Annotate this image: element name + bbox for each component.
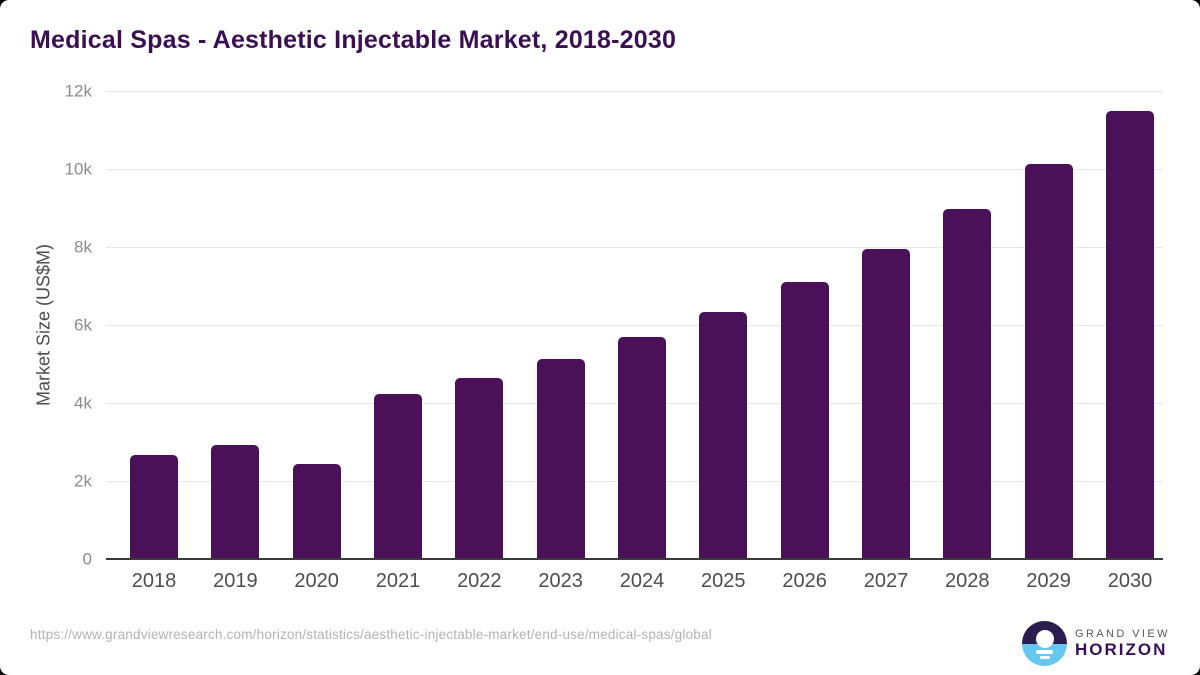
bar-2029[interactable] [1024, 164, 1073, 559]
logo-reflection-stripe [1039, 655, 1050, 659]
x-tick-label: 2021 [375, 570, 421, 592]
bar-2028[interactable] [943, 209, 992, 559]
bar-2027[interactable] [861, 248, 910, 559]
x-tick-label: 2018 [131, 570, 177, 592]
logo-sea-half [1022, 643, 1067, 666]
source-url: https://www.grandviewresearch.com/horizo… [30, 627, 712, 642]
x-tick-label: 2029 [1026, 570, 1071, 592]
chart-title: Medical Spas - Aesthetic Injectable Mark… [30, 26, 677, 54]
gridline [106, 247, 1163, 248]
horizon-sun-icon [1022, 621, 1067, 666]
x-tick-label: 2028 [945, 570, 990, 592]
bar-2021[interactable] [373, 394, 422, 559]
logo-brand-name: GRAND VIEW [1075, 628, 1170, 640]
x-tick-label: 2024 [619, 570, 665, 592]
logo-text: GRAND VIEW HORIZON [1075, 628, 1170, 659]
bar-2020[interactable] [292, 464, 341, 559]
x-tick-label: 2023 [538, 570, 583, 592]
grand-view-horizon-logo: GRAND VIEW HORIZON [1022, 621, 1170, 666]
logo-reflection-stripe [1036, 650, 1053, 654]
y-tick-label: 10k [64, 159, 92, 179]
gridline [106, 325, 1163, 326]
x-tick-label: 2030 [1107, 570, 1153, 592]
logo-product-name: HORIZON [1075, 640, 1168, 659]
bar-2018[interactable] [130, 455, 178, 559]
bar-2025[interactable] [699, 311, 748, 559]
bar-2024[interactable] [617, 336, 666, 559]
bar-2026[interactable] [780, 282, 829, 559]
gridline [106, 91, 1163, 92]
y-tick-label: 6k [74, 315, 92, 335]
x-axis-line [106, 558, 1163, 560]
y-tick-label: 2k [74, 471, 92, 491]
y-tick-label: 4k [74, 393, 92, 413]
y-tick-label: 0 [82, 549, 92, 569]
bar-2022[interactable] [455, 378, 504, 559]
x-tick-label: 2020 [294, 570, 339, 592]
x-tick-label: 2027 [863, 570, 909, 592]
x-tick-label: 2025 [701, 570, 746, 592]
bar-2019[interactable] [211, 445, 260, 559]
y-tick-label: 12k [64, 81, 92, 101]
x-tick-label: 2026 [782, 570, 827, 592]
logo-sun-circle [1035, 630, 1054, 648]
y-tick-label: 8k [74, 237, 92, 257]
x-tick-label: 2019 [213, 570, 258, 592]
x-tick-label: 2022 [457, 570, 502, 592]
bar-2030[interactable] [1105, 111, 1154, 559]
gridline [106, 169, 1163, 170]
bar-2023[interactable] [536, 358, 585, 559]
